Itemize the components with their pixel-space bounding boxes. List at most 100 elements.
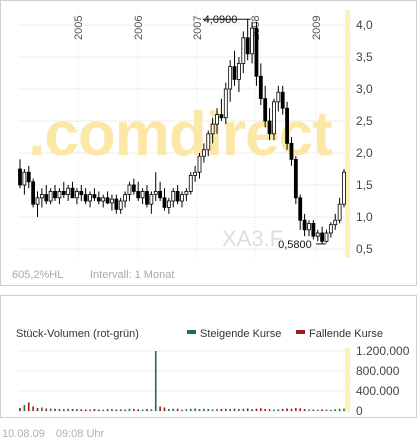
candle-body-down	[285, 107, 289, 144]
candle	[324, 229, 329, 243]
candle-body-down	[232, 66, 237, 80]
volume-bar-up	[330, 409, 332, 411]
candle-body-down	[44, 194, 49, 202]
volume-bar-down	[98, 409, 100, 411]
volume-bar-down	[281, 409, 284, 411]
candle	[267, 108, 272, 141]
volume-bar-down	[290, 408, 293, 411]
candle-body-up	[315, 232, 320, 237]
candle	[285, 101, 289, 150]
volume-bar-up	[58, 409, 61, 411]
candle-body-up	[237, 63, 241, 80]
candle	[237, 57, 241, 93]
candle-body-down	[254, 27, 259, 77]
candle-body-down	[298, 197, 303, 221]
candle-body-up	[333, 219, 338, 226]
candle	[342, 169, 346, 208]
candle	[105, 191, 110, 205]
candle-body-down	[145, 190, 149, 205]
volume-bar-up	[181, 409, 183, 411]
candle	[307, 220, 311, 237]
candle-body-down	[18, 168, 22, 186]
volume-bar-up	[229, 409, 231, 411]
candle	[140, 188, 145, 205]
candle-body-down	[175, 190, 180, 202]
candle-body-down	[280, 91, 285, 109]
candle-body-down	[302, 219, 307, 231]
legend-down-swatch	[296, 330, 305, 334]
volume-bar-down	[115, 409, 118, 411]
candle	[61, 181, 66, 198]
candle-body-down	[263, 98, 268, 122]
candle	[83, 188, 88, 205]
volume-bar-up	[211, 409, 214, 411]
volume-bar-down	[303, 409, 306, 411]
volume-bar-up	[251, 409, 253, 411]
volume-bar-up	[316, 409, 319, 411]
candle	[184, 188, 189, 201]
volume-bar-up	[242, 408, 245, 411]
candle	[149, 191, 154, 214]
candle	[75, 188, 79, 205]
candle-body-down	[289, 142, 294, 160]
volume-bar-up	[172, 408, 175, 411]
volume-title: Stück-Volumen (rot-grün)	[16, 328, 139, 340]
volume-bar-down	[19, 408, 21, 411]
volume-bar-up	[185, 409, 188, 411]
year-label: 2007	[192, 16, 204, 40]
candle-body-down	[162, 197, 167, 208]
year-gridlines	[77, 10, 317, 258]
candle	[280, 85, 285, 115]
candle	[228, 60, 233, 102]
volume-bar-up	[124, 409, 126, 411]
candle-body-up	[250, 27, 254, 55]
volume-tick-label: 1.200.000	[356, 344, 410, 358]
volume-bar-down	[286, 408, 288, 411]
volume-bar-up	[102, 409, 104, 411]
series-code-watermark: XA3.F	[222, 226, 283, 251]
candle-body-up	[210, 123, 215, 135]
volume-tick-label: 800.000	[356, 364, 400, 378]
candle	[272, 98, 276, 141]
candle	[232, 50, 237, 86]
volume-bar-down	[220, 409, 223, 411]
candle	[328, 222, 333, 238]
candle	[131, 178, 136, 195]
volume-bar-down	[27, 402, 30, 411]
candle-body-down	[26, 171, 31, 183]
volume-bar-up	[76, 409, 78, 411]
volume-bar-down	[163, 407, 166, 411]
volume-bar-up	[194, 408, 196, 411]
year-labels: 20052006200720082009	[73, 16, 323, 40]
volume-bar-down	[84, 409, 87, 411]
price-tick-label: 1,5	[356, 178, 373, 192]
candle-body-up	[48, 190, 53, 202]
candle-body-up	[101, 197, 106, 202]
candle	[201, 143, 206, 163]
candle-body-up	[57, 190, 62, 199]
candle	[254, 21, 259, 86]
performance-stat: 605,2%HL	[12, 269, 63, 281]
candle-body-down	[311, 222, 316, 237]
candle	[337, 197, 342, 224]
candle-body-down	[131, 184, 136, 192]
candle	[223, 82, 228, 125]
candle-body-up	[66, 187, 71, 195]
candle-body-down	[92, 194, 97, 199]
candle	[96, 191, 101, 205]
candle	[311, 220, 316, 240]
high-annotation: 4,0900	[204, 14, 238, 26]
volume-bar-down	[260, 408, 262, 411]
candle-body-down	[267, 120, 272, 135]
candle-body-up	[171, 190, 176, 202]
candle	[110, 194, 114, 211]
candle-body-up	[123, 194, 127, 202]
candle-body-down	[114, 198, 119, 210]
volume-bar-down	[71, 409, 74, 411]
interval-label: Intervall: 1 Monat	[90, 269, 174, 281]
candle	[197, 153, 202, 179]
candle	[48, 188, 53, 205]
year-label: 2009	[311, 16, 323, 40]
candle-body-down	[96, 197, 101, 202]
candle-body-down	[258, 75, 263, 99]
